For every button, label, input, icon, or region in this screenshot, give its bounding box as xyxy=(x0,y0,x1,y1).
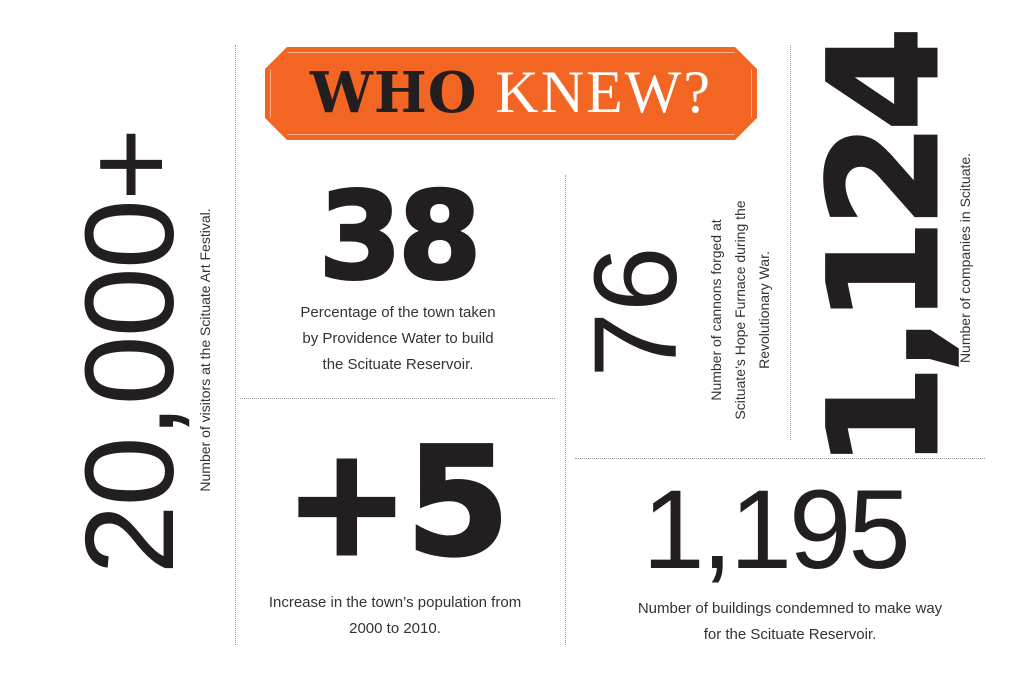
fact-number-cannons: 76 xyxy=(570,246,702,378)
caption-line: Number of buildings condemned to make wa… xyxy=(637,600,943,617)
divider xyxy=(235,45,236,645)
caption-line: Increase in the town’s population from xyxy=(268,594,522,611)
caption-line: the Scituate Reservoir. xyxy=(322,356,474,373)
caption-line: 2000 to 2010. xyxy=(349,620,441,637)
caption-line: Number of cannons forged at xyxy=(708,219,724,401)
fact-number-visitors: 20,000+ xyxy=(59,129,200,575)
caption-line: by Providence Water to build xyxy=(302,330,494,347)
banner-light-word: KNEW? xyxy=(495,59,712,125)
caption-line: Scituate’s Hope Furnace during the xyxy=(732,200,748,420)
fact-caption-companies: Number of companies in Scituate. xyxy=(957,152,973,364)
divider xyxy=(790,45,791,440)
fact-number-population: +5 xyxy=(282,416,511,590)
fact-caption-visitors: Number of visitors at the Scituate Art F… xyxy=(197,208,213,492)
divider xyxy=(575,458,985,459)
fact-number-companies: 1,124 xyxy=(797,33,974,470)
who-knew-banner: WHO KNEW? xyxy=(265,47,757,140)
fact-caption-population: Increase in the town’s population from 2… xyxy=(240,590,550,642)
caption-line: for the Scituate Reservoir. xyxy=(703,626,877,643)
caption-line: Revolutionary War. xyxy=(756,251,772,369)
caption-line: Percentage of the town taken xyxy=(300,304,496,321)
fact-caption-cannons: Number of cannons forged at Scituate’s H… xyxy=(704,200,776,419)
banner-border xyxy=(270,52,752,135)
divider xyxy=(565,175,566,645)
fact-caption-reservoir-percent: Percentage of the town taken by Providen… xyxy=(248,300,548,378)
divider xyxy=(240,398,555,399)
fact-caption-buildings: Number of buildings condemned to make wa… xyxy=(600,596,980,648)
fact-number-reservoir-percent: 38 xyxy=(317,168,483,307)
fact-number-buildings: 1,195 xyxy=(642,467,910,592)
banner-bold-word: WHO xyxy=(310,60,478,126)
banner-title: WHO KNEW? xyxy=(265,61,757,125)
